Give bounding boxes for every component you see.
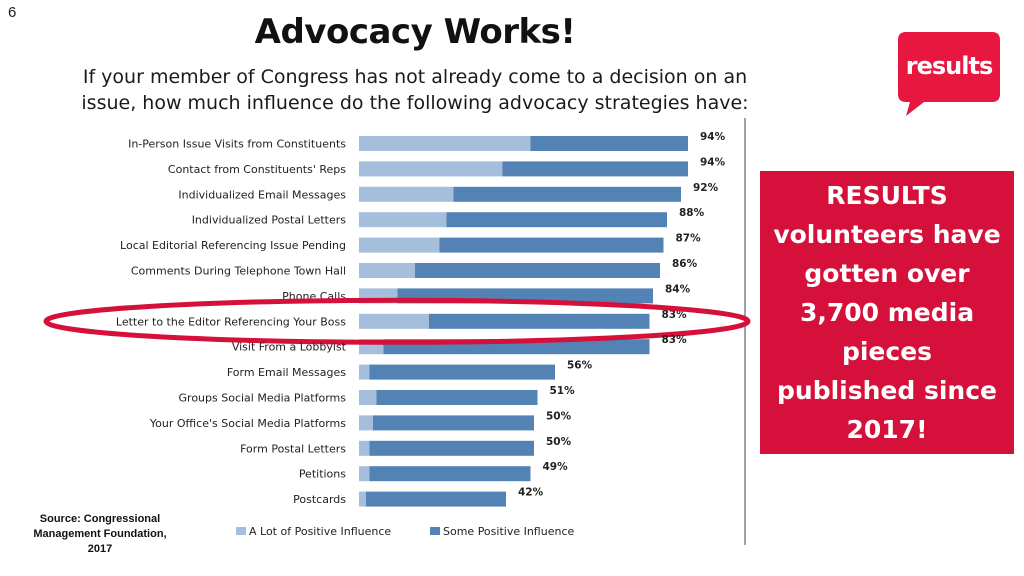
- bar-some: [439, 237, 664, 253]
- slide-title: Advocacy Works!: [254, 12, 576, 52]
- bar-some: [369, 466, 531, 482]
- bar-some: [373, 415, 534, 431]
- bar-a-lot: [359, 440, 370, 456]
- category-label: Form Email Messages: [227, 366, 346, 379]
- category-label: Letter to the Editor Referencing Your Bo…: [116, 315, 346, 328]
- bar-a-lot: [359, 161, 503, 177]
- slide-number: 6: [8, 4, 17, 21]
- stacked-bar-chart: In-Person Issue Visits from Constituents…: [43, 118, 751, 545]
- bar-some: [502, 161, 688, 177]
- total-label: 84%: [665, 283, 691, 295]
- legend-swatch: [430, 527, 440, 535]
- total-label: 51%: [550, 385, 576, 397]
- bar-a-lot: [359, 466, 370, 482]
- bar-a-lot: [359, 186, 454, 202]
- bar-a-lot: [359, 364, 370, 380]
- results-logo: results: [898, 32, 1000, 116]
- total-label: 86%: [672, 258, 698, 270]
- category-label: Visit From a Lobbyist: [232, 341, 347, 354]
- category-label: Form Postal Letters: [240, 442, 346, 455]
- bar-a-lot: [359, 136, 531, 151]
- bar-some: [376, 390, 538, 405]
- bar-some: [453, 186, 681, 202]
- legend-label: A Lot of Positive Influence: [249, 525, 391, 538]
- total-label: 42%: [518, 487, 544, 499]
- highlight-ellipse: [43, 297, 751, 345]
- category-label: In-Person Issue Visits from Constituents: [128, 138, 346, 151]
- bar-a-lot: [359, 415, 373, 431]
- callout-text: RESULTS volunteers have gotten over 3,70…: [773, 181, 1001, 444]
- category-label: Groups Social Media Platforms: [179, 392, 347, 405]
- bar-a-lot: [359, 237, 440, 253]
- bar-some: [369, 364, 555, 380]
- category-label: Your Office's Social Media Platforms: [149, 417, 346, 430]
- category-label: Local Editorial Referencing Issue Pendin…: [120, 239, 346, 252]
- source-citation: Source: Congressional Management Foundat…: [33, 513, 167, 555]
- svg-text:results: results: [906, 52, 993, 80]
- total-label: 87%: [676, 233, 702, 245]
- category-label: Individualized Postal Letters: [192, 214, 347, 227]
- category-label: Individualized Email Messages: [178, 188, 346, 201]
- bar-a-lot: [359, 491, 366, 507]
- total-label: 49%: [543, 461, 569, 473]
- slide-subtitle: If your member of Congress has not alrea…: [81, 66, 749, 114]
- bar-some: [429, 313, 650, 329]
- total-label: 94%: [700, 131, 726, 143]
- bar-a-lot: [359, 212, 447, 228]
- bar-a-lot: [359, 313, 429, 329]
- bar-a-lot: [359, 390, 377, 405]
- total-label: 83%: [662, 309, 688, 321]
- total-label: 50%: [546, 410, 572, 422]
- category-label: Postcards: [293, 493, 346, 506]
- legend-label: Some Positive Influence: [443, 525, 574, 538]
- legend-swatch: [236, 527, 246, 535]
- bar-some: [415, 263, 660, 278]
- category-label: Petitions: [299, 468, 346, 481]
- media-callout-box: RESULTS volunteers have gotten over 3,70…: [760, 171, 1014, 454]
- total-label: 50%: [546, 436, 572, 448]
- total-label: 92%: [693, 182, 719, 194]
- bar-some: [446, 212, 667, 228]
- total-label: 88%: [679, 207, 705, 219]
- bar-some: [366, 491, 506, 507]
- total-label: 94%: [700, 156, 726, 168]
- total-label: 83%: [662, 334, 688, 346]
- category-label: Comments During Telephone Town Hall: [131, 265, 346, 278]
- category-label: Contact from Constituents' Reps: [168, 163, 346, 176]
- total-label: 56%: [567, 360, 593, 372]
- bar-a-lot: [359, 263, 415, 278]
- bar-some: [369, 440, 534, 456]
- bar-some: [530, 136, 688, 151]
